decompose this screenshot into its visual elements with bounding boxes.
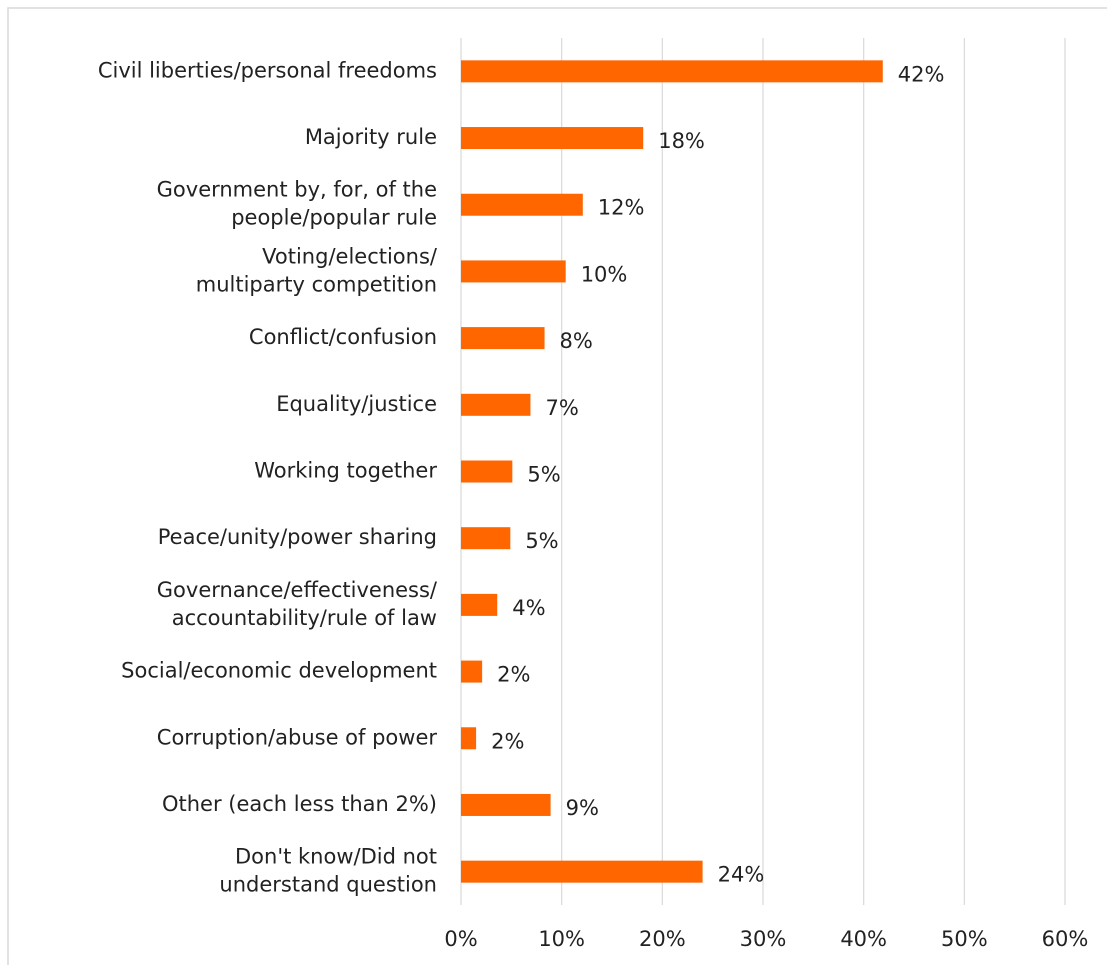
bar [461, 260, 566, 283]
y-tick-label: Governance/effectiveness/accountability/… [157, 578, 438, 630]
y-tick-label: Social/economic development [121, 659, 437, 683]
x-tick-label: 50% [941, 927, 988, 951]
data-label: 12% [598, 196, 645, 220]
y-tick-label: Voting/elections/multiparty competition [196, 244, 438, 296]
bar [461, 727, 477, 750]
x-tick-label: 30% [740, 927, 787, 951]
x-tick-label: 10% [538, 927, 585, 951]
bar [461, 60, 883, 83]
bar [461, 660, 483, 683]
data-label: 2% [491, 729, 524, 753]
data-label: 4% [512, 596, 545, 620]
bar [461, 327, 545, 350]
y-tick-label: Conflict/confusion [249, 325, 437, 349]
y-tick-label: Don't know/Did not understand question [219, 845, 437, 897]
x-tick-label: 0% [444, 927, 477, 951]
bar [461, 193, 583, 216]
y-tick-label: Government by, for, of the people/popular… [157, 178, 437, 230]
x-tick-label: 20% [639, 927, 686, 951]
bar [461, 593, 498, 616]
y-tick-label: Peace/unity/power sharing [158, 525, 437, 549]
data-label: 24% [718, 863, 765, 887]
bar [461, 793, 551, 816]
bar [461, 860, 703, 883]
data-label: 2% [497, 663, 530, 687]
y-tick-label: Majority rule [305, 125, 437, 149]
x-tick-label: 60% [1042, 927, 1089, 951]
y-tick-label: Working together [254, 459, 437, 483]
bar [461, 393, 531, 416]
data-label: 8% [560, 329, 593, 353]
data-label: 5% [525, 529, 558, 553]
data-label: 9% [566, 796, 599, 820]
data-label: 5% [527, 463, 560, 487]
data-label: 7% [545, 396, 578, 420]
data-label: 18% [658, 129, 705, 153]
y-tick-label: Corruption/abuse of power [157, 725, 438, 749]
chart-frame [7, 7, 1107, 965]
bar [461, 460, 513, 483]
y-tick-label: Other (each less than 2%) [162, 792, 437, 816]
y-tick-label: Equality/justice [276, 392, 437, 416]
bar [461, 527, 511, 550]
bar [461, 127, 644, 150]
y-tick-label: Civil liberties/personal freedoms [98, 58, 437, 82]
data-label: 42% [898, 62, 945, 86]
data-label: 10% [581, 262, 628, 286]
x-tick-label: 40% [840, 927, 887, 951]
